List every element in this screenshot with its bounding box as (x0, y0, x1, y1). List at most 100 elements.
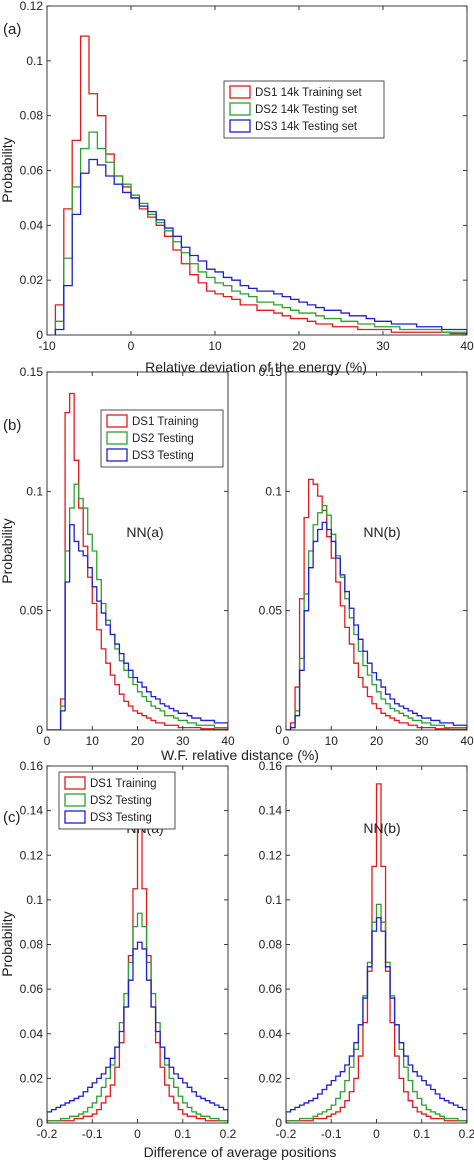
y-tick-label: 0.14 (20, 804, 44, 818)
histogram-series-2 (47, 912, 228, 1123)
panel-annotation: NN(b) (363, 524, 400, 540)
legend: DS1 14k Training set DS2 14k Testing set D… (223, 80, 385, 139)
y-tick-label: 0 (275, 723, 282, 737)
x-tick-label: -0.2 (37, 1127, 58, 1141)
y-tick-label: 0 (275, 1116, 282, 1130)
x-tick-label: -0.2 (276, 1127, 297, 1141)
x-tick-label: 40 (460, 339, 474, 353)
x-tick-label: 0 (134, 1127, 141, 1141)
histogram-series-1 (54, 35, 467, 335)
y-tick-label: 0.04 (20, 1027, 44, 1041)
legend-entry: DS2 Testing (132, 433, 194, 445)
x-tick-label: 0.2 (459, 1127, 474, 1141)
x-tick-label: 0 (128, 339, 135, 353)
histogram-series-2 (286, 505, 467, 730)
y-tick-label: 0.02 (259, 1071, 283, 1085)
y-axis-label: Probability (0, 137, 15, 202)
y-tick-label: 0.1 (26, 54, 43, 68)
y-tick-label: 0.08 (259, 938, 283, 952)
x-tick-label: 0 (283, 734, 290, 748)
y-tick-label: 0.15 (259, 365, 283, 379)
legend-swatch (106, 431, 128, 445)
legend-box (100, 409, 224, 468)
x-tick-label: -0.1 (82, 1127, 103, 1141)
legend-entry: DS2 Testing (90, 795, 152, 807)
legend-entry: DS3 14k Testing set (255, 121, 358, 133)
y-tick-label: 0.1 (265, 484, 282, 498)
histogram-series-3 (47, 941, 228, 1123)
histogram-series-1 (286, 478, 467, 730)
histogram-series-3 (286, 917, 467, 1123)
x-tick-label: 10 (86, 734, 100, 748)
panel-annotation: NN(b) (363, 820, 400, 836)
y-tick-label: 0.08 (20, 938, 44, 952)
legend-entry: DS1 Training (132, 416, 198, 428)
y-tick-label: 0.02 (20, 1071, 44, 1085)
panel-b-left-nn-a: 0 10 20 30 40 0 0.05 0.1 0.15 Probability (b) NN(a)… (0, 365, 235, 748)
y-tick-label: 0.12 (20, 848, 44, 862)
y-tick-label: 0.06 (20, 164, 44, 178)
y-tick-label: 0.04 (259, 1027, 283, 1041)
y-tick-label: 0.05 (20, 604, 44, 618)
y-tick-label: 0 (36, 328, 43, 342)
series-group (286, 478, 467, 730)
y-tick-label: 0.16 (259, 759, 283, 773)
histogram-series-2 (286, 903, 467, 1123)
x-tick-label: 20 (370, 734, 384, 748)
x-axis-label: Relative deviation of the energy (%) (145, 359, 367, 375)
y-axis-label: Probability (0, 911, 15, 976)
legend-box (58, 771, 176, 830)
x-tick-label: 10 (325, 734, 339, 748)
x-tick-label: 0.1 (413, 1127, 430, 1141)
x-tick-label: 40 (221, 734, 235, 748)
histogram-series-3 (54, 158, 467, 335)
y-tick-label: 0.06 (20, 982, 44, 996)
panel-c-left-nn-a: -0.2 -0.1 0 0.1 0.2 0 0.02 0.04 0.06 0.08 0.1 0.12 0… (0, 759, 237, 1141)
row-c-xlabel: Difference of average positions (144, 1144, 337, 1160)
x-tick-label: -0.1 (321, 1127, 342, 1141)
panel-label: (b) (3, 417, 21, 434)
panel-label: (c) (3, 809, 21, 826)
x-tick-label: 20 (292, 339, 306, 353)
y-tick-label: 0.1 (265, 893, 282, 907)
histogram-series-1 (47, 392, 228, 730)
x-tick-label: 30 (415, 734, 429, 748)
y-tick-label: 0.1 (26, 893, 43, 907)
legend-entry: DS1 14k Training set (255, 87, 363, 99)
y-tick-label: 0 (36, 723, 43, 737)
x-tick-label: 10 (208, 339, 222, 353)
series-group (54, 35, 467, 335)
y-tick-label: 0.02 (20, 273, 44, 287)
legend-entry: DS2 14k Testing set (255, 104, 358, 116)
histogram-series-3 (286, 521, 467, 730)
legend-entry: DS3 Testing (132, 450, 194, 462)
x-tick-label: 0.2 (220, 1127, 237, 1141)
legend-swatch (106, 448, 128, 462)
legend: DS1 Training DS2 Testing DS3 Testing (58, 771, 176, 830)
legend-swatch (106, 414, 128, 428)
legend-entry: DS3 Testing (90, 812, 152, 824)
y-tick-label: 0.12 (20, 0, 44, 13)
series-group (47, 827, 228, 1123)
y-tick-label: 0.16 (20, 759, 44, 773)
histogram-series-2 (54, 131, 467, 335)
legend-swatch (229, 85, 251, 99)
legend-entry: DS1 Training (90, 778, 156, 790)
legend-box (223, 80, 385, 139)
y-tick-label: 0.14 (259, 804, 283, 818)
y-tick-label: 0.05 (259, 604, 283, 618)
legend-swatch (229, 102, 251, 116)
y-tick-label: 0.12 (259, 848, 283, 862)
legend-swatch (64, 810, 86, 824)
y-tick-label: 0.06 (259, 982, 283, 996)
y-tick-label: 0 (36, 1116, 43, 1130)
y-tick-label: 0.04 (20, 218, 44, 232)
panel-a-energy-deviation: -10 0 10 20 30 4000.020.040.060.080.10.12Prob… (0, 0, 474, 375)
legend: DS1 Training DS2 Testing DS3 Testing (100, 409, 224, 468)
series-group (47, 392, 228, 730)
legend-swatch (64, 776, 86, 790)
y-tick-label: 0.15 (20, 365, 44, 379)
row-b-xlabel: W.F. relative distance (%) (161, 747, 319, 763)
histogram-series-1 (47, 827, 228, 1123)
x-tick-label: -10 (38, 339, 56, 353)
